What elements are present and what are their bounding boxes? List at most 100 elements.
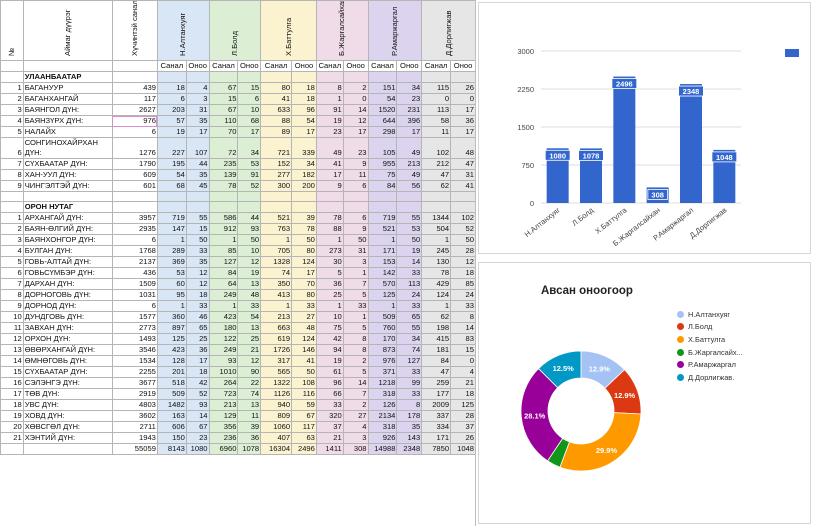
district-name[interactable]: ХЭНТИЙ ДҮН:: [22, 432, 113, 445]
value-cell[interactable]: 19: [237, 267, 262, 280]
district-name[interactable]: ДОРНОГОВЬ ДҮН:: [22, 289, 113, 302]
value-cell[interactable]: 17: [315, 169, 344, 181]
value-cell[interactable]: 68: [156, 180, 187, 192]
value-cell[interactable]: 4: [450, 366, 475, 379]
value-cell[interactable]: 24: [450, 289, 475, 302]
value-cell[interactable]: 50: [237, 234, 262, 247]
row-number[interactable]: 9: [0, 180, 24, 192]
row-number[interactable]: 2: [0, 93, 24, 105]
value-cell[interactable]: 235: [208, 158, 239, 170]
empty-cell[interactable]: [421, 201, 452, 214]
value-cell[interactable]: 1010: [208, 366, 239, 379]
value-cell[interactable]: 259: [421, 377, 452, 390]
value-cell[interactable]: 9: [342, 158, 369, 170]
value-cell[interactable]: 105: [367, 137, 398, 159]
total-cell[interactable]: 1080: [185, 443, 210, 456]
empty-cell[interactable]: [208, 71, 239, 83]
header-cell[interactable]: Р.Амаржаргал: [367, 0, 423, 61]
empty-cell[interactable]: [396, 71, 423, 83]
value-cell[interactable]: 415: [421, 333, 452, 346]
district-name[interactable]: ӨВӨРХАНГАЙ ДҮН:: [22, 344, 113, 357]
row-number[interactable]: 14: [0, 355, 24, 368]
value-cell[interactable]: 1322: [260, 377, 293, 390]
voters-cell[interactable]: 2137: [111, 256, 158, 269]
value-cell[interactable]: 213: [208, 399, 239, 412]
value-cell[interactable]: 721: [260, 137, 293, 159]
value-cell[interactable]: 122: [208, 333, 239, 346]
value-cell[interactable]: 139: [208, 169, 239, 181]
value-cell[interactable]: 1: [315, 234, 344, 247]
value-cell[interactable]: 147: [156, 223, 187, 236]
empty-cell[interactable]: [260, 190, 293, 203]
value-cell[interactable]: 1: [421, 300, 452, 313]
value-cell[interactable]: 8: [342, 333, 369, 346]
value-cell[interactable]: 35: [396, 421, 423, 434]
total-cell[interactable]: 1078: [237, 443, 262, 456]
value-cell[interactable]: 1726: [260, 344, 293, 357]
value-cell[interactable]: 63: [291, 432, 317, 445]
value-cell[interactable]: 50: [450, 234, 475, 247]
value-cell[interactable]: 152: [260, 158, 293, 170]
value-cell[interactable]: 565: [260, 366, 293, 379]
row-number[interactable]: 10: [0, 311, 24, 324]
value-cell[interactable]: 129: [208, 410, 239, 423]
value-cell[interactable]: 5: [342, 322, 369, 335]
voters-cell[interactable]: 2919: [111, 388, 158, 401]
empty-cell[interactable]: [0, 71, 24, 83]
value-cell[interactable]: 124: [421, 289, 452, 302]
total-cell[interactable]: 2348: [396, 443, 423, 456]
value-cell[interactable]: 873: [367, 344, 398, 357]
empty-cell[interactable]: [0, 190, 24, 203]
value-cell[interactable]: 65: [185, 322, 210, 335]
value-cell[interactable]: 72: [208, 137, 239, 159]
value-cell[interactable]: 339: [291, 137, 317, 159]
value-cell[interactable]: 84: [367, 180, 398, 192]
empty-cell[interactable]: [156, 190, 187, 203]
voters-cell[interactable]: 3677: [111, 377, 158, 390]
value-cell[interactable]: 54: [291, 115, 317, 127]
value-cell[interactable]: 1: [156, 300, 187, 313]
total-cell[interactable]: 16304: [260, 443, 293, 456]
value-cell[interactable]: 360: [156, 311, 187, 324]
value-cell[interactable]: 14: [450, 322, 475, 335]
value-cell[interactable]: 1218: [367, 377, 398, 390]
district-name[interactable]: ДОРНОД ДҮН:: [22, 300, 113, 313]
value-cell[interactable]: 84: [208, 267, 239, 280]
value-cell[interactable]: 108: [291, 377, 317, 390]
value-cell[interactable]: 413: [260, 289, 293, 302]
value-cell[interactable]: 52: [185, 388, 210, 401]
value-cell[interactable]: 151: [367, 82, 398, 94]
value-cell[interactable]: 21: [450, 377, 475, 390]
district-name[interactable]: БУЛГАН ДҮН:: [22, 245, 113, 258]
row-number[interactable]: 21: [0, 432, 24, 445]
value-cell[interactable]: 15: [185, 223, 210, 236]
row-number[interactable]: 19: [0, 410, 24, 423]
subheader-cell[interactable]: Оноо: [185, 60, 210, 72]
empty-cell[interactable]: [156, 71, 187, 83]
header-cell[interactable]: Б.Жаргалсайхан: [315, 0, 369, 61]
empty-cell[interactable]: [22, 60, 113, 72]
value-cell[interactable]: 91: [315, 104, 344, 116]
value-cell[interactable]: 586: [208, 212, 239, 225]
value-cell[interactable]: 521: [260, 212, 293, 225]
value-cell[interactable]: 25: [185, 333, 210, 346]
subheader-cell[interactable]: Санал: [315, 60, 344, 72]
value-cell[interactable]: 249: [208, 289, 239, 302]
value-cell[interactable]: 36: [315, 278, 344, 291]
value-cell[interactable]: 47: [450, 158, 475, 170]
row-number[interactable]: 1: [0, 82, 24, 94]
voters-cell[interactable]: 439: [111, 82, 158, 94]
value-cell[interactable]: 96: [291, 104, 317, 116]
value-cell[interactable]: 54: [156, 169, 187, 181]
value-cell[interactable]: 34: [291, 158, 317, 170]
value-cell[interactable]: 31: [185, 104, 210, 116]
value-cell[interactable]: 1: [421, 234, 452, 247]
row-number[interactable]: 16: [0, 377, 24, 390]
value-cell[interactable]: 49: [396, 169, 423, 181]
value-cell[interactable]: 33: [450, 300, 475, 313]
value-cell[interactable]: 606: [156, 421, 187, 434]
row-number[interactable]: 8: [0, 289, 24, 302]
district-name[interactable]: ГОВЬ-АЛТАЙ ДҮН:: [22, 256, 113, 269]
voters-cell[interactable]: 2255: [111, 366, 158, 379]
value-cell[interactable]: 33: [315, 399, 344, 412]
